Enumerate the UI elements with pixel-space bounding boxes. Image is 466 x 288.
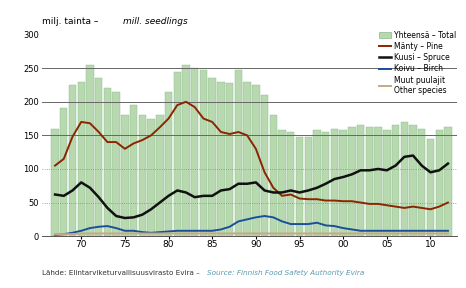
- Bar: [278, 130, 286, 236]
- Bar: [173, 71, 181, 236]
- Bar: [60, 109, 68, 236]
- Bar: [95, 78, 103, 236]
- Bar: [77, 82, 85, 236]
- Bar: [51, 129, 59, 236]
- Bar: [182, 65, 190, 236]
- Bar: [374, 127, 382, 236]
- Bar: [226, 83, 233, 236]
- Bar: [436, 130, 443, 236]
- Bar: [191, 68, 199, 236]
- Bar: [444, 127, 452, 236]
- Bar: [401, 122, 408, 236]
- Bar: [217, 82, 225, 236]
- Bar: [235, 69, 242, 236]
- Bar: [104, 88, 111, 236]
- Bar: [121, 115, 129, 236]
- Text: Lähde: Elintarviketurvallisuusvirasto Evira –: Lähde: Elintarviketurvallisuusvirasto Ev…: [42, 270, 202, 276]
- Bar: [261, 95, 268, 236]
- Bar: [130, 105, 137, 236]
- Bar: [339, 130, 347, 236]
- Bar: [409, 125, 417, 236]
- Bar: [200, 69, 207, 236]
- Bar: [392, 125, 399, 236]
- Bar: [147, 119, 155, 236]
- Bar: [86, 65, 94, 236]
- Bar: [383, 130, 391, 236]
- Bar: [305, 137, 312, 236]
- Bar: [296, 137, 303, 236]
- Text: Source: Finnish Food Safety Authority Evira: Source: Finnish Food Safety Authority Ev…: [207, 270, 365, 276]
- Bar: [243, 82, 251, 236]
- Bar: [313, 130, 321, 236]
- Bar: [112, 92, 120, 236]
- Bar: [69, 85, 76, 236]
- Bar: [366, 127, 373, 236]
- Bar: [322, 132, 329, 236]
- Legend: Yhteensä – Total, Mänty – Pine, Kuusi – Spruce, Koivu – Birch, Muut puulajit
Oth: Yhteensä – Total, Mänty – Pine, Kuusi – …: [379, 31, 457, 95]
- Bar: [156, 115, 164, 236]
- Bar: [331, 129, 338, 236]
- Bar: [270, 115, 277, 236]
- Bar: [252, 85, 260, 236]
- Bar: [418, 129, 425, 236]
- Text: mill. seedlings: mill. seedlings: [123, 18, 187, 26]
- Text: milj. tainta –: milj. tainta –: [42, 18, 101, 26]
- Bar: [287, 132, 295, 236]
- Bar: [208, 78, 216, 236]
- Bar: [427, 139, 434, 236]
- Bar: [165, 92, 172, 236]
- Bar: [357, 125, 364, 236]
- Bar: [139, 115, 146, 236]
- Bar: [348, 127, 356, 236]
